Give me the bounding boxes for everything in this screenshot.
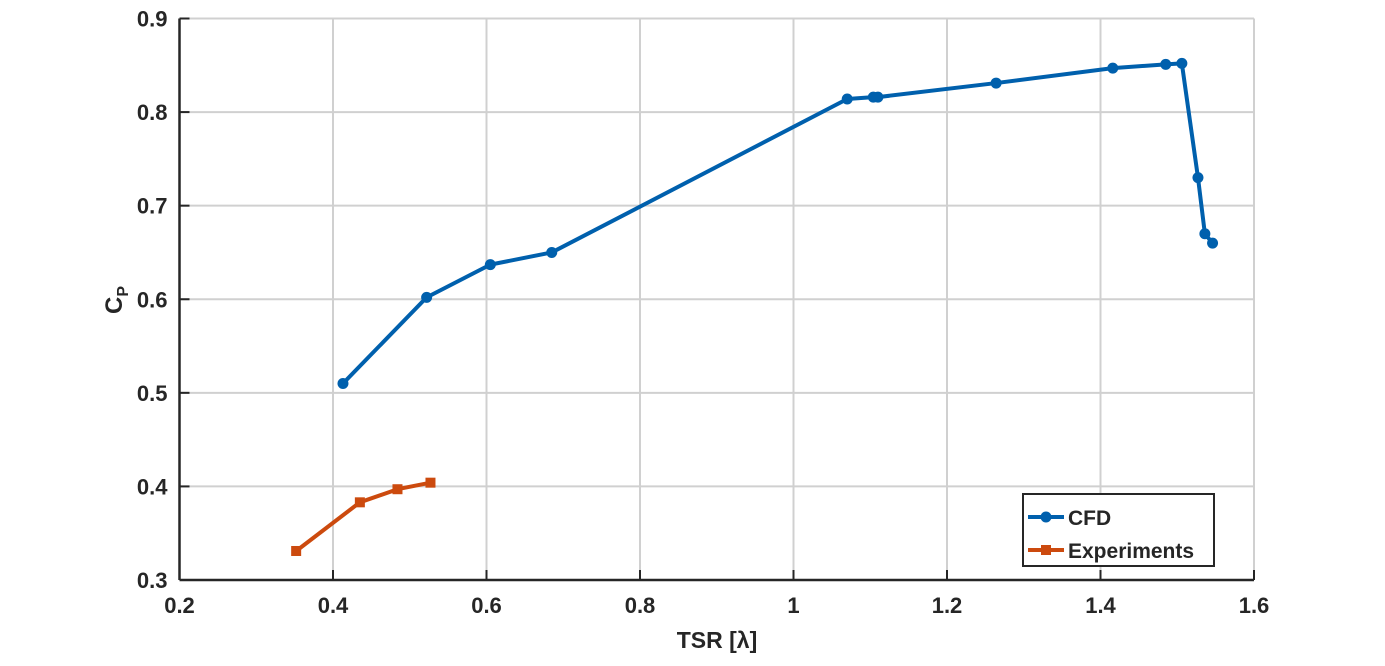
y-tick-label: 0.3: [137, 568, 168, 593]
experiments-line: [294, 480, 431, 553]
legend-box: [1022, 493, 1215, 567]
cfd-marker: [1160, 58, 1172, 70]
cfd-marker: [1207, 237, 1219, 249]
cfd-marker: [546, 246, 558, 258]
series-layer: [291, 57, 1219, 556]
x-tick-label: 0.6: [471, 593, 502, 618]
cfd-marker: [484, 259, 496, 271]
legend: CFD Experiments: [1022, 493, 1215, 567]
experiments-marker: [425, 477, 436, 488]
x-tick-label: 0.4: [318, 593, 349, 618]
experiments-marker: [354, 497, 365, 508]
y-tick-label: 0.6: [137, 287, 168, 312]
experiments-marker: [291, 545, 302, 556]
cfd-marker: [841, 93, 853, 105]
experiments-marker: [1041, 545, 1051, 555]
cfd-marker: [337, 377, 349, 389]
y-tick-label: 0.4: [137, 474, 168, 499]
cfd-marker: [1199, 228, 1211, 240]
cfd-marker: [421, 291, 433, 303]
cfd-marker: [990, 77, 1002, 89]
experiments-marker: [392, 484, 403, 495]
x-tick-label: 0.8: [625, 593, 656, 618]
cfd-marker: [872, 91, 884, 103]
x-tick-label: 1.4: [1085, 593, 1116, 618]
x-axis-label: TSR [λ]: [677, 627, 758, 653]
y-axis-label: CP: [101, 286, 132, 314]
series-experiments: [291, 477, 436, 556]
axes: 0.2 0.4 0.6 0.8 1 1.2 1.4 1.6 0.3 0.4 0.5 0.6 0.7 0.8…: [137, 7, 1269, 619]
cfd-marker: [1176, 57, 1188, 69]
y-tick-label: 0.9: [137, 7, 168, 32]
cfd-line: [341, 61, 1215, 385]
cfd-marker: [1192, 172, 1204, 184]
series-cfd: [337, 57, 1219, 389]
legend-label: CFD: [1068, 507, 1111, 530]
cfd-marker: [1107, 62, 1119, 74]
y-tick-label: 0.7: [137, 194, 168, 219]
y-tick-label: 0.8: [137, 100, 168, 125]
x-tick-label: 1.6: [1239, 593, 1270, 618]
grid: [178, 17, 1255, 581]
x-tick-label: 1: [787, 593, 799, 618]
x-tick-label: 1.2: [932, 593, 963, 618]
legend-label: Experiments: [1068, 540, 1194, 563]
cfd-marker: [1040, 511, 1052, 523]
x-tick-label: 0.2: [164, 593, 195, 618]
y-tick-label: 0.5: [137, 381, 168, 406]
